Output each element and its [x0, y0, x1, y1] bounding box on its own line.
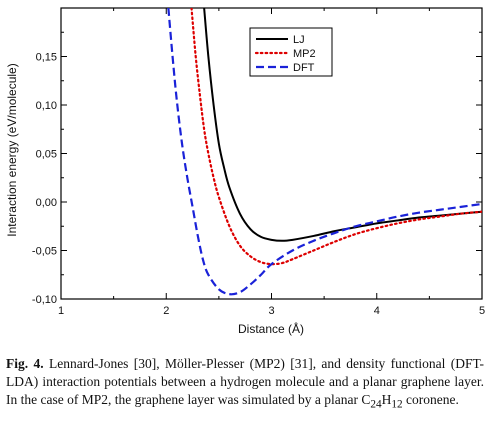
- x-tick-label: 3: [268, 305, 274, 317]
- legend-label-mp2: MP2: [293, 48, 316, 60]
- y-axis-title: Interaction energy (eV/molecule): [5, 63, 19, 236]
- x-tick-label: 4: [374, 305, 380, 317]
- y-tick-label: 0,00: [36, 197, 57, 209]
- x-tick-label: 2: [163, 305, 169, 317]
- axis-ticks: 1 2 3 4 5 -0,10 -0,05 0,00 0,05 0,10 0,15: [32, 8, 485, 317]
- x-tick-label: 5: [479, 305, 485, 317]
- y-tick-label: 0,10: [36, 100, 57, 112]
- chart: 1 2 3 4 5 -0,10 -0,05 0,00 0,05 0,10 0,15 Distance…: [5, 7, 485, 336]
- x-tick-label: 1: [58, 305, 64, 317]
- series-line-lj: [203, 8, 482, 242]
- series-line-dft: [167, 8, 482, 296]
- formula-c-sub: 24: [370, 398, 382, 411]
- figure-caption: Fig. 4. Lennard-Jones [30], Möller-Pless…: [6, 355, 484, 414]
- caption-text: Lennard-Jones [30], Möller-Plesser (MP2)…: [6, 356, 484, 407]
- legend: LJ MP2 DFT: [249, 27, 333, 77]
- caption-text-end: coronene.: [402, 392, 459, 407]
- formula-c: C: [361, 392, 371, 407]
- formula-h-sub: 12: [391, 398, 403, 411]
- y-tick-label: -0,10: [32, 294, 57, 306]
- y-tick-label: 0,15: [36, 52, 57, 64]
- y-tick-label: -0,05: [32, 246, 57, 258]
- formula-h: H: [381, 392, 392, 407]
- x-axis-title: Distance (Å): [238, 321, 304, 336]
- series-layer: [167, 8, 482, 296]
- legend-label-dft: DFT: [293, 62, 315, 74]
- series-line-mp2: [190, 8, 482, 266]
- figure-label: Fig. 4.: [6, 356, 44, 371]
- y-tick-label: 0,05: [36, 149, 57, 161]
- legend-label-lj: LJ: [293, 34, 305, 46]
